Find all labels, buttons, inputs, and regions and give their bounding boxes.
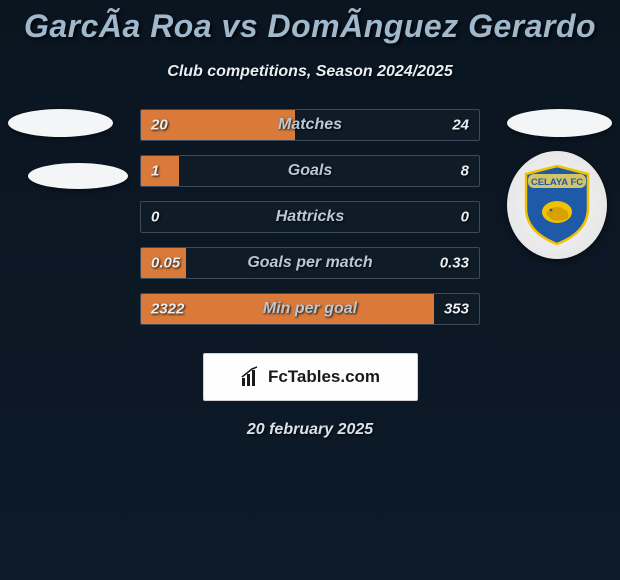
avatar-placeholder-ellipse [8, 109, 113, 137]
stat-bar-left-fill [141, 294, 434, 324]
page-title: GarcÃ­a Roa vs DomÃ­nguez Gerardo [0, 8, 620, 45]
stat-label: Hattricks [141, 208, 479, 226]
stat-bar: 0.050.33Goals per match [140, 247, 480, 279]
stat-value-right: 353 [444, 301, 469, 318]
stat-value-right: 0.33 [440, 255, 469, 272]
bar-chart-icon [240, 366, 262, 388]
club-placeholder-ellipse [28, 163, 128, 189]
stat-value-right: 24 [452, 117, 469, 134]
stat-value-left: 0 [151, 209, 159, 226]
stat-bar-left-fill [141, 248, 186, 278]
comparison-card: GarcÃ­a Roa vs DomÃ­nguez Gerardo Club c… [0, 0, 620, 439]
svg-text:CELAYA FC: CELAYA FC [531, 177, 583, 188]
club-right-badge: CELAYA FC [507, 151, 607, 259]
season-subtitle: Club competitions, Season 2024/2025 [0, 63, 620, 81]
stat-value-right: 8 [461, 163, 469, 180]
stat-bar: 2322353Min per goal [140, 293, 480, 325]
stat-bar: 0 0Hattricks [140, 201, 480, 233]
comparison-row: CELAYA FC 2024Matches18Goals00Hattricks0… [0, 109, 620, 325]
celaya-shield-icon: CELAYA FC [522, 164, 592, 246]
player-left-avatar-group [8, 109, 128, 189]
player-right-avatar-group: CELAYA FC [507, 109, 612, 259]
stat-bar-left-fill [141, 110, 295, 140]
stat-value-right: 0 [461, 209, 469, 226]
brand-text: FcTables.com [268, 367, 380, 387]
stat-bars-area: 2024Matches 18Goals 0 0Hattricks 0.050.33Goa… [140, 109, 480, 325]
date-text: 20 february 2025 [0, 421, 620, 439]
stat-bar: 2024Matches [140, 109, 480, 141]
stat-label: Goals [141, 162, 479, 180]
stat-bar: 18Goals [140, 155, 480, 187]
brand-box[interactable]: FcTables.com [203, 353, 418, 401]
avatar-placeholder-ellipse [507, 109, 612, 137]
stat-label: Goals per match [141, 254, 479, 272]
stat-bar-left-fill [141, 156, 179, 186]
